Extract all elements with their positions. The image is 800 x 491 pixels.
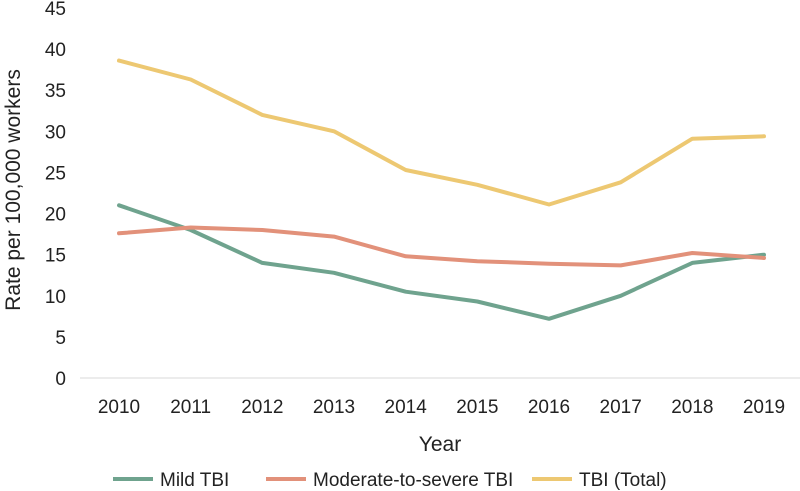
legend: Mild TBI Moderate-to-severe TBI TBI (Total… [113,470,667,491]
x-tick-label: 2015 [456,397,498,418]
x-tick-label: 2011 [170,397,211,418]
series-lines [117,58,766,321]
x-tick-label: 2012 [241,397,283,418]
y-tick-label: 35 [45,81,66,102]
x-tick-label: 2017 [600,397,642,418]
legend-label: Mild TBI [160,470,229,491]
x-tick-label: 2016 [528,397,570,418]
y-tick-label: 40 [45,40,66,61]
y-tick-labels: 0 5 10 15 20 25 30 35 40 45 [45,0,66,390]
x-tick-labels: 2010 2011 2012 2013 2014 2015 2016 2017 2018 2019 [98,397,785,418]
y-tick-label: 10 [45,287,66,308]
x-tick-label: 2018 [671,397,713,418]
y-tick-label: 25 [45,163,66,184]
y-tick-label: 0 [55,369,66,390]
x-axis-title: Year [419,433,461,456]
series-line-mild-tbi [117,203,766,321]
y-tick-label: 45 [45,0,66,20]
x-tick-label: 2019 [743,397,785,418]
y-tick-label: 20 [45,205,66,226]
legend-label: TBI (Total) [579,470,667,491]
x-tick-label: 2014 [385,397,428,418]
legend-label: Moderate-to-severe TBI [313,470,513,491]
y-tick-label: 15 [45,246,66,267]
y-tick-label: 5 [55,328,66,349]
x-tick-label: 2010 [98,397,140,418]
series-line-moderate-to-severe-tbi [117,225,766,268]
series-line-tbi-total [117,58,766,207]
y-tick-label: 30 [45,122,66,143]
y-axis-title: Rate per 100,000 workers [2,69,25,311]
x-tick-label: 2013 [313,397,355,418]
